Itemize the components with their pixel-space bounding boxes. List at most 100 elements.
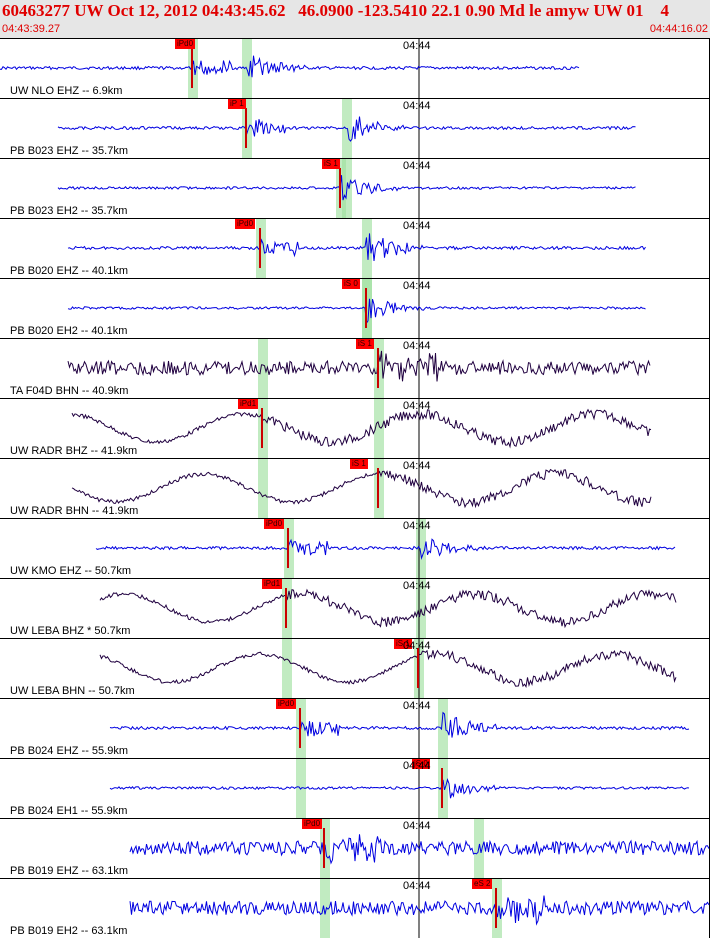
- phase-pick-label[interactable]: iS 1: [322, 159, 340, 169]
- phase-pick-marker[interactable]: [261, 408, 263, 448]
- phase-window-band: [242, 98, 252, 158]
- phase-pick-marker[interactable]: [377, 348, 379, 388]
- phase-pick-marker[interactable]: [285, 588, 287, 628]
- trace-panel[interactable]: iPd0 04:44 PB B024 EHZ -- 55.9km: [0, 698, 710, 758]
- secondary-phase-band: [258, 458, 268, 518]
- phase-pick-label[interactable]: iPd0: [276, 699, 297, 709]
- waveform-trace: [109, 711, 690, 738]
- phase-pick-marker[interactable]: [365, 288, 367, 328]
- window-end-time: 04:44:16.02: [649, 23, 708, 35]
- secondary-phase-band: [362, 278, 372, 338]
- phase-pick-marker[interactable]: [259, 228, 261, 268]
- secondary-phase-band: [416, 518, 426, 578]
- station-channel-label: UW RADR BHZ -- 41.9km: [10, 445, 138, 457]
- phase-window-band: [258, 398, 268, 458]
- event-title: 60463277 UW Oct 12, 2012 04:43:45.62 46.…: [2, 1, 670, 20]
- trace-panel[interactable]: iPd0 04:44 PB B019 EHZ -- 63.1km: [0, 818, 710, 878]
- waveform-trace: [71, 468, 652, 509]
- trace-panel[interactable]: iS 1 04:44 UW LEBA BHN -- 50.7km: [0, 638, 710, 698]
- event-header: 60463277 UW Oct 12, 2012 04:43:45.62 46.…: [0, 0, 710, 38]
- phase-window-band: [374, 338, 384, 398]
- waveform-trace: [129, 834, 710, 865]
- time-tick-label: 04:44: [403, 700, 431, 712]
- phase-pick-label[interactable]: eS 2: [472, 879, 493, 889]
- phase-window-band: [188, 38, 198, 98]
- phase-pick-marker[interactable]: [323, 828, 325, 868]
- phase-pick-label[interactable]: iS 0: [342, 279, 360, 289]
- phase-window-band: [336, 158, 346, 218]
- phase-window-band: [438, 758, 448, 818]
- phase-pick-marker[interactable]: [339, 168, 341, 208]
- station-channel-label: UW NLO EHZ -- 6.9km: [10, 85, 123, 97]
- phase-pick-marker[interactable]: [287, 528, 289, 568]
- station-channel-label: UW LEBA BHZ * 50.7km: [10, 625, 131, 637]
- phase-pick-label[interactable]: iPd0: [264, 519, 285, 529]
- phase-pick-marker[interactable]: [191, 48, 193, 88]
- waveform-trace: [67, 298, 646, 325]
- phase-pick-label[interactable]: iS 1: [394, 639, 412, 649]
- phase-pick-label[interactable]: iP 1: [228, 99, 246, 109]
- phase-window-band: [284, 518, 294, 578]
- station-channel-label: PB B020 EHZ -- 40.1km: [10, 265, 128, 277]
- station-channel-label: PB B023 EH2 -- 35.7km: [10, 205, 128, 217]
- phase-pick-label[interactable]: iPd0: [235, 219, 256, 229]
- time-tick-label: 04:44: [403, 880, 431, 892]
- phase-window-band: [256, 218, 266, 278]
- trace-panel[interactable]: iPd0 04:44 PB B020 EHZ -- 40.1km: [0, 218, 710, 278]
- station-channel-label: UW LEBA BHN -- 50.7km: [10, 685, 135, 697]
- secondary-phase-band: [374, 398, 384, 458]
- time-tick-label: 04:44: [403, 460, 431, 472]
- time-tick-label: 04:44: [403, 340, 431, 352]
- time-tick-label: 04:44: [403, 160, 431, 172]
- station-channel-label: PB B023 EHZ -- 35.7km: [10, 145, 128, 157]
- trace-panel[interactable]: eS 2 04:44 PB B019 EH2 -- 63.1km: [0, 878, 710, 938]
- waveform-trace: [71, 408, 652, 449]
- time-tick-label: 04:44: [403, 820, 431, 832]
- phase-pick-label[interactable]: iPd0: [175, 39, 196, 49]
- phase-pick-marker[interactable]: [245, 108, 247, 148]
- phase-pick-label[interactable]: iS 0: [412, 759, 430, 769]
- trace-panel[interactable]: iS 0 04:44 PB B020 EH2 -- 40.1km: [0, 278, 710, 338]
- waveform-trace: [67, 350, 651, 382]
- station-channel-label: UW RADR BHN -- 41.9km: [10, 505, 139, 517]
- phase-pick-label[interactable]: iS 1: [356, 339, 374, 349]
- phase-pick-label[interactable]: iPd0: [302, 819, 323, 829]
- time-tick-label: 04:44: [403, 40, 431, 52]
- phase-pick-marker[interactable]: [417, 648, 419, 688]
- phase-pick-label[interactable]: iPd1: [262, 579, 283, 589]
- phase-pick-marker[interactable]: [495, 888, 497, 928]
- waveform-trace: [0, 55, 580, 78]
- trace-panel[interactable]: iPd0 04:44 UW NLO EHZ -- 6.9km: [0, 38, 710, 98]
- trace-panel[interactable]: iPd0 04:44 UW KMO EHZ -- 50.7km: [0, 518, 710, 578]
- time-tick-label: 04:44: [403, 520, 431, 532]
- trace-panel[interactable]: iS 1 04:44 TA F04D BHN -- 40.9km: [0, 338, 710, 398]
- phase-window-band: [374, 458, 384, 518]
- time-tick-label: 04:44: [403, 580, 431, 592]
- waveform-trace: [57, 116, 636, 142]
- station-channel-label: UW KMO EHZ -- 50.7km: [10, 565, 132, 577]
- trace-panel[interactable]: iS 1 04:44 PB B023 EH2 -- 35.7km: [0, 158, 710, 218]
- time-tick-label: 04:44: [403, 280, 431, 292]
- station-channel-label: PB B024 EHZ -- 55.9km: [10, 745, 128, 757]
- secondary-phase-band: [242, 38, 252, 98]
- phase-pick-marker[interactable]: [441, 768, 443, 808]
- time-tick-label: 04:44: [403, 640, 431, 652]
- station-channel-label: PB B019 EH2 -- 63.1km: [10, 925, 128, 937]
- trace-panel[interactable]: iPd1 04:44 UW LEBA BHZ * 50.7km: [0, 578, 710, 638]
- phase-pick-label[interactable]: iS 1: [350, 459, 368, 469]
- time-tick-label: 04:44: [403, 100, 431, 112]
- station-channel-label: TA F04D BHN -- 40.9km: [10, 385, 129, 397]
- phase-pick-label[interactable]: iPd1: [238, 399, 259, 409]
- waveform-trace: [99, 588, 677, 629]
- trace-panel[interactable]: iP 1 04:44 PB B023 EHZ -- 35.7km: [0, 98, 710, 158]
- phase-pick-marker[interactable]: [377, 468, 379, 508]
- station-channel-label: PB B020 EH2 -- 40.1km: [10, 325, 128, 337]
- waveform-trace: [95, 538, 676, 561]
- trace-panel[interactable]: iPd1 04:44 UW RADR BHZ -- 41.9km: [0, 398, 710, 458]
- waveform-trace: [57, 175, 636, 201]
- secondary-phase-band: [320, 878, 330, 938]
- window-start-time: 04:43:39.27: [2, 23, 61, 35]
- phase-pick-marker[interactable]: [299, 708, 301, 748]
- trace-panel[interactable]: iS 1 04:44 UW RADR BHN -- 41.9km: [0, 458, 710, 518]
- trace-panel[interactable]: iS 0 04:44 PB B024 EH1 -- 55.9km: [0, 758, 710, 818]
